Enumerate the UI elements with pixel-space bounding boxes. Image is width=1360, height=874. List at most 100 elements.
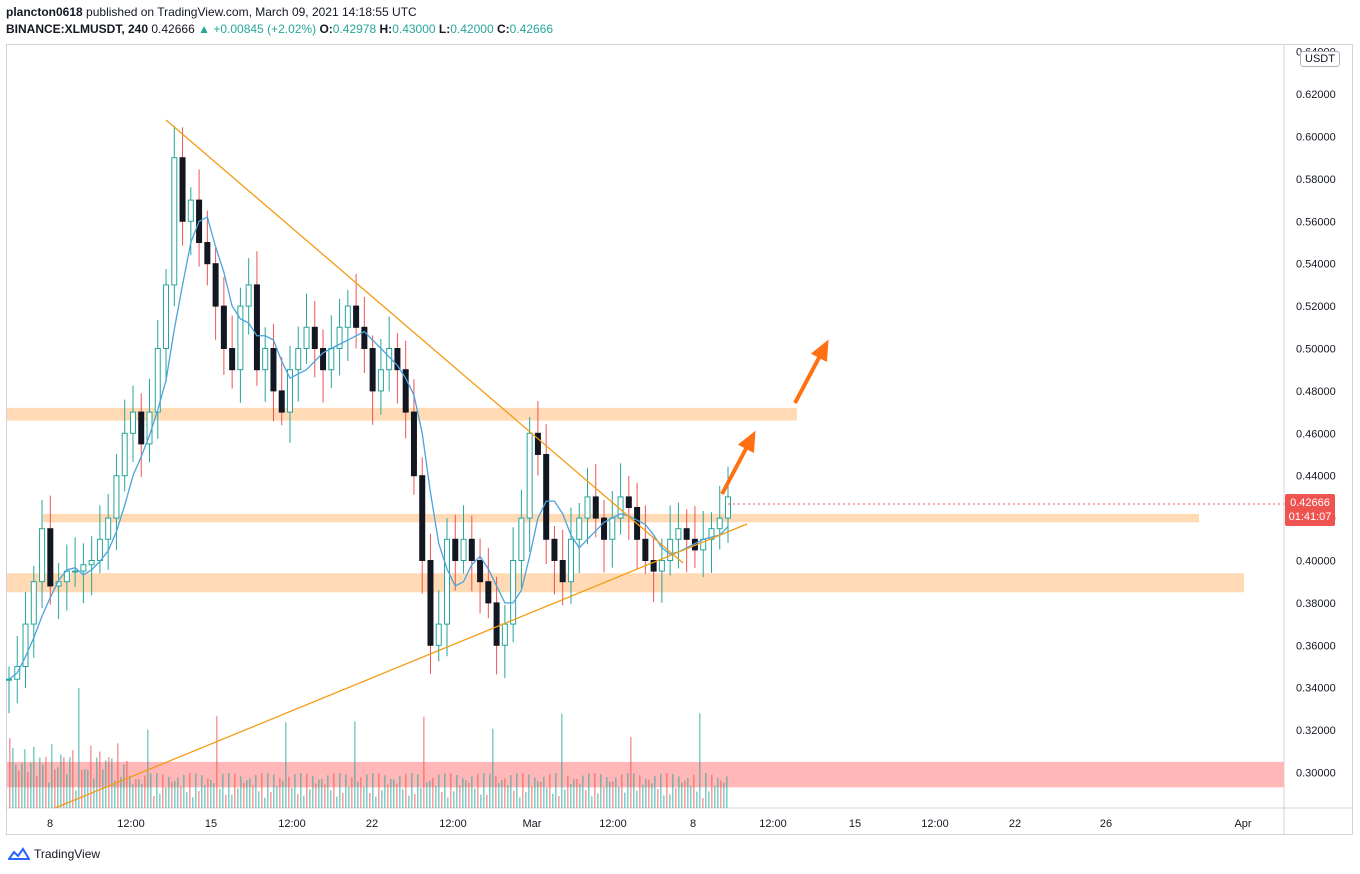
volume-bar — [474, 788, 476, 808]
volume-bar — [297, 793, 299, 808]
author[interactable]: plancton0618 — [6, 5, 83, 19]
volume-bar — [237, 788, 239, 808]
volume-bar — [189, 773, 191, 808]
candle-body — [113, 475, 120, 519]
volume-bar — [426, 782, 428, 808]
volume-bar — [33, 746, 35, 808]
volume-bar — [156, 773, 158, 808]
volume-bar — [345, 774, 347, 808]
volume-bar — [375, 796, 377, 808]
volume-bar — [714, 785, 716, 808]
l-value: 0.42000 — [450, 22, 494, 36]
candle-body — [129, 411, 136, 434]
volume-bar — [111, 758, 113, 808]
volume-bar — [471, 776, 473, 808]
volume-bar — [402, 789, 404, 808]
volume-bar — [30, 762, 32, 808]
volume-bar — [543, 776, 545, 808]
volume-bar — [210, 780, 212, 808]
candle-body — [708, 528, 715, 540]
volume-bar — [525, 792, 527, 808]
volume-bar — [702, 797, 704, 808]
candle-body — [625, 496, 632, 508]
candle-body — [609, 517, 616, 540]
volume-bar — [309, 789, 311, 808]
volume-bar — [654, 776, 656, 808]
volume-bar — [144, 775, 146, 808]
volume-bar — [495, 776, 497, 808]
volume-bar — [258, 791, 260, 808]
volume-bar — [468, 782, 470, 808]
volume-bar — [660, 773, 662, 808]
volume-bar — [405, 773, 407, 808]
volume-bar — [591, 796, 593, 808]
y-tick-label: 0.50000 — [1296, 344, 1336, 356]
candle-body — [212, 263, 219, 307]
volume-bar — [279, 777, 281, 808]
candle-body — [435, 623, 442, 646]
x-tick-label: 12:00 — [759, 818, 787, 830]
volume-bar — [114, 780, 116, 808]
volume-bar — [264, 797, 266, 808]
candle-body — [353, 305, 360, 328]
volume-bar — [39, 757, 41, 808]
volume-bar — [276, 785, 278, 808]
ascending-trendline — [54, 523, 748, 809]
volume-bar — [219, 788, 221, 808]
arrow-lower-head — [737, 430, 756, 454]
volume-bar — [195, 773, 197, 808]
volume-bar — [648, 779, 650, 808]
volume-bar — [387, 784, 389, 808]
footer[interactable]: TradingView — [8, 847, 100, 861]
volume-bar — [285, 722, 287, 808]
volume-bar — [666, 773, 668, 808]
candle-body — [460, 538, 467, 561]
volume-bar — [63, 757, 65, 808]
volume-bar — [597, 793, 599, 808]
volume-bar — [27, 772, 29, 808]
volume-bar — [348, 786, 350, 808]
volume-bar — [165, 787, 167, 808]
x-tick-label: 12:00 — [599, 818, 627, 830]
candle-body — [567, 538, 574, 583]
volume-bar — [60, 754, 62, 808]
volume-bar — [261, 773, 263, 808]
volume-bar — [135, 779, 137, 808]
volume-bar — [339, 773, 341, 808]
candle-body — [270, 348, 277, 392]
candle-body — [410, 411, 417, 477]
candle-body — [138, 411, 145, 445]
chart-frame[interactable] — [6, 44, 1353, 835]
last-price: 0.42666 — [151, 22, 195, 36]
volume-bar — [177, 777, 179, 808]
volume-bar — [624, 792, 626, 808]
candle-body — [311, 326, 318, 349]
volume-bar — [180, 786, 182, 808]
candle-body — [716, 517, 723, 530]
volume-bar — [249, 778, 251, 808]
volume-bar — [657, 789, 659, 808]
currency-label[interactable]: USDT — [1300, 51, 1340, 67]
volume-bar — [576, 779, 578, 808]
volume-bar — [129, 775, 131, 808]
volume-bar — [585, 790, 587, 808]
candle-body — [344, 305, 351, 328]
publish-info: published on TradingView.com, March 09, … — [86, 5, 417, 19]
volume-bar — [615, 777, 617, 808]
zone-resistance — [7, 407, 797, 421]
volume-bar — [414, 793, 416, 808]
candle-body — [220, 305, 227, 350]
volume-bar — [675, 788, 677, 808]
candle-body — [501, 623, 508, 646]
candle-body — [303, 326, 310, 349]
candle-body — [47, 528, 54, 587]
volume-bar — [381, 790, 383, 808]
volume-bar — [78, 687, 80, 808]
volume-bar — [705, 773, 707, 808]
candle-body — [468, 538, 475, 561]
volume-bar — [513, 790, 515, 808]
volume-bar — [303, 795, 305, 808]
volume-bar — [159, 793, 161, 808]
candle-body — [361, 326, 368, 349]
